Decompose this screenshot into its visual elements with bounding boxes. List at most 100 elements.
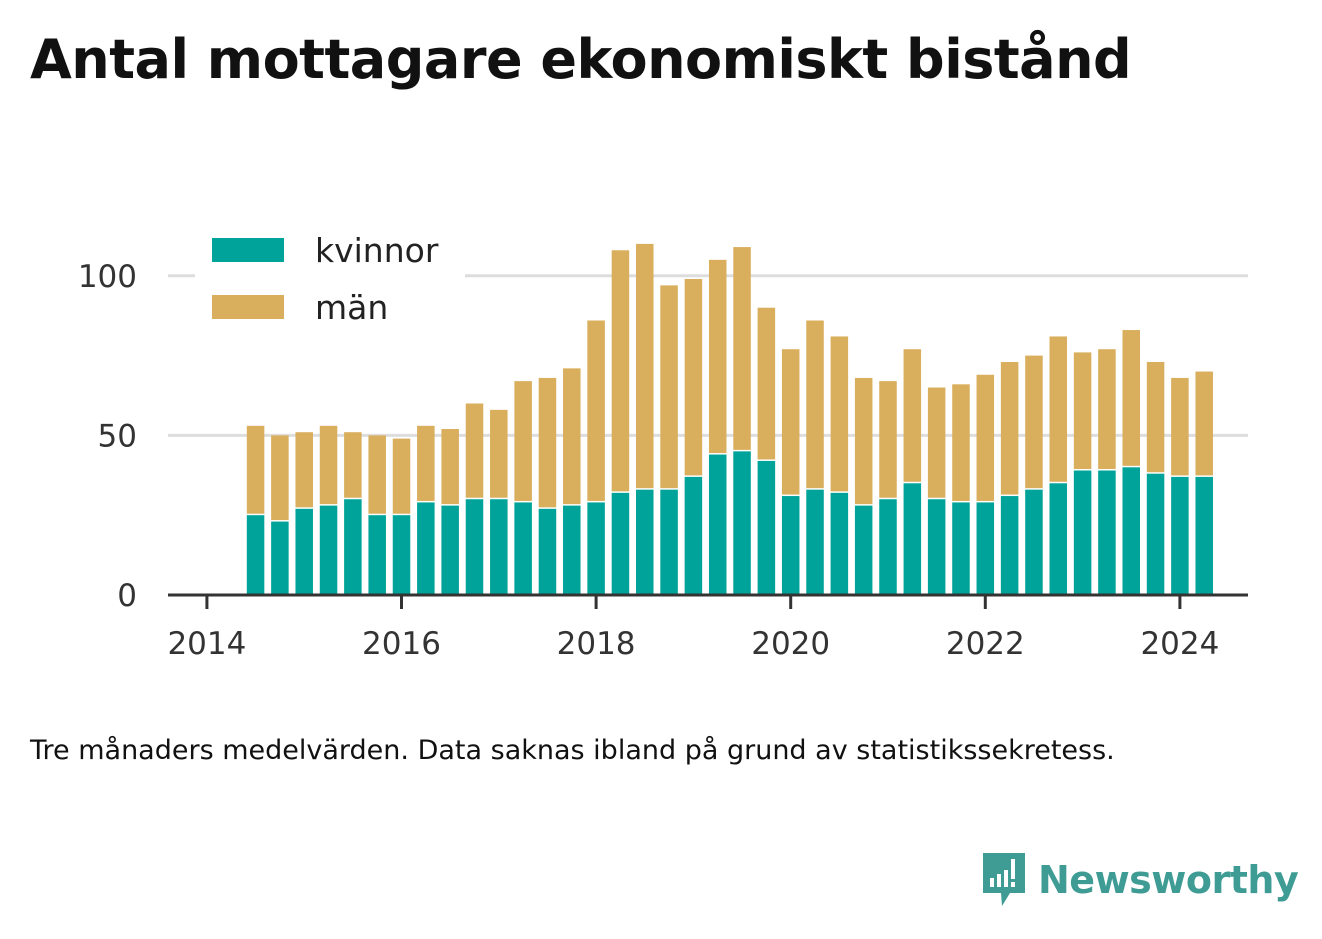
bar-man <box>587 320 605 501</box>
bar-chart: 0 50 100 2014 2016 2018 2020 2022 2024 kvinnor m… <box>77 225 1248 662</box>
bar-kvinnor <box>1049 483 1068 595</box>
bar-man <box>1195 371 1213 476</box>
legend: kvinnor män <box>195 225 465 335</box>
legend-label-kvinnor: kvinnor <box>315 231 439 270</box>
bar-kvinnor <box>1000 496 1019 595</box>
bar-man <box>295 432 313 508</box>
bar-kvinnor <box>1073 470 1092 595</box>
axes: 0 50 100 2014 2016 2018 2020 2022 2024 <box>78 259 1248 662</box>
bar-man <box>781 349 800 495</box>
legend-swatch-man <box>212 295 284 319</box>
bar-man <box>490 409 508 498</box>
bar-kvinnor <box>636 489 654 595</box>
bar-man <box>611 250 630 492</box>
bar-kvinnor <box>417 502 435 595</box>
bar-man <box>854 377 873 505</box>
bar-man <box>1025 355 1043 489</box>
bar-kvinnor <box>295 508 313 595</box>
bar-man <box>563 368 581 505</box>
x-tick-label: 2014 <box>167 626 246 662</box>
bar-man <box>1171 377 1189 476</box>
bar-man <box>441 429 459 505</box>
bar-kvinnor <box>465 499 484 595</box>
bar-man <box>976 374 995 501</box>
bar-kvinnor <box>1146 473 1165 595</box>
bar-kvinnor <box>781 496 800 595</box>
bar-man <box>319 425 338 505</box>
bar-man <box>271 435 289 521</box>
bar-kvinnor <box>246 515 265 595</box>
bar-man <box>806 320 824 489</box>
bar-man <box>417 425 435 501</box>
bar-man <box>927 387 946 498</box>
bar-kvinnor <box>733 451 751 595</box>
bar-kvinnor <box>830 492 849 595</box>
bar-kvinnor <box>1122 467 1140 595</box>
bar-man <box>757 307 776 460</box>
bar-kvinnor <box>563 505 581 595</box>
y-tick-label: 0 <box>117 578 137 614</box>
y-tick-label: 50 <box>98 418 137 454</box>
bar-man <box>1098 349 1116 470</box>
bar-kvinnor <box>927 499 946 595</box>
bar-kvinnor <box>1098 470 1116 595</box>
bar-kvinnor <box>952 502 970 595</box>
y-tick-label: 100 <box>78 259 137 295</box>
bar-man <box>660 285 678 489</box>
bar-kvinnor <box>1195 476 1213 595</box>
bar-kvinnor <box>757 460 776 595</box>
bar-man <box>1049 336 1068 482</box>
bar-man <box>465 403 484 498</box>
legend-swatch-kvinnor <box>212 238 284 262</box>
bar-man <box>952 384 970 501</box>
bar-man <box>830 336 849 492</box>
bar-man <box>879 381 897 498</box>
bar-man <box>684 278 703 476</box>
bar-man <box>903 349 922 482</box>
bar-man <box>368 435 386 514</box>
bar-kvinnor <box>368 515 386 595</box>
brand-name: Newsworthy <box>1038 858 1299 902</box>
bar-kvinnor <box>879 499 897 595</box>
bar-man <box>1073 352 1092 470</box>
bar-man <box>1000 361 1019 495</box>
bar-kvinnor <box>587 502 605 595</box>
bar-kvinnor <box>538 508 557 595</box>
legend-label-man: män <box>315 288 388 327</box>
bar-kvinnor <box>514 502 532 595</box>
bar-kvinnor <box>392 515 411 595</box>
bar-kvinnor <box>441 505 459 595</box>
bar-man <box>246 425 265 514</box>
bar-kvinnor <box>319 505 338 595</box>
bar-kvinnor <box>903 483 922 595</box>
bar-kvinnor <box>708 454 727 595</box>
bar-kvinnor <box>344 499 362 595</box>
bar-man <box>636 243 654 489</box>
bar-kvinnor <box>271 521 289 595</box>
footnote: Tre månaders medelvärden. Data saknas ib… <box>30 735 1115 766</box>
bar-kvinnor <box>490 499 508 595</box>
bar-man <box>392 438 411 514</box>
bar-kvinnor <box>611 492 630 595</box>
x-tick-label: 2022 <box>946 626 1025 662</box>
bar-kvinnor <box>1025 489 1043 595</box>
bar-man <box>733 247 751 450</box>
x-tick-label: 2024 <box>1140 626 1219 662</box>
bar-man <box>1122 330 1140 466</box>
bar-man <box>514 381 532 501</box>
chart-title: Antal mottagare ekonomiskt bistånd <box>30 28 1132 91</box>
bar-man <box>1146 361 1165 473</box>
x-tick-label: 2020 <box>751 626 830 662</box>
brand-logo: Newsworthy <box>980 850 1299 910</box>
x-tick-label: 2016 <box>362 626 441 662</box>
bar-man <box>344 432 362 498</box>
bar-kvinnor <box>1171 476 1189 595</box>
bars <box>246 243 1213 595</box>
newsworthy-chart-bubble-icon <box>983 853 1025 906</box>
bar-kvinnor <box>854 505 873 595</box>
bar-man <box>538 377 557 508</box>
bar-kvinnor <box>806 489 824 595</box>
bar-kvinnor <box>660 489 678 595</box>
bar-man <box>708 259 727 454</box>
bar-kvinnor <box>684 476 703 595</box>
